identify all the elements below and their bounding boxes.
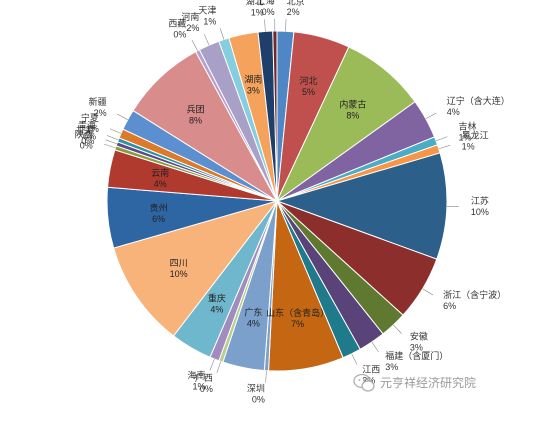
leader-line: [107, 135, 119, 141]
leader-line: [351, 353, 358, 365]
pie-slices: [106, 30, 448, 372]
leader-line: [209, 358, 215, 371]
slice-label: 重庆 4%: [208, 293, 226, 315]
leader-lines: [104, 19, 459, 383]
slice-label: 山东（含青岛） 7%: [266, 307, 329, 329]
slice-label: 黑龙江 1%: [462, 130, 489, 152]
slice-label: 宁夏 1%: [81, 112, 99, 134]
leader-line: [435, 136, 448, 142]
leader-line: [438, 144, 451, 150]
slice-label: 湖北 1%: [246, 0, 264, 17]
slice-label: 四川 10%: [170, 258, 188, 279]
slice-label: 兵团 8%: [187, 103, 205, 125]
slice-6: [275, 152, 448, 260]
slice-label: 贵州 6%: [150, 202, 168, 224]
watermark-text: 元亨祥经济研究院: [380, 375, 476, 390]
leader-line: [109, 128, 122, 134]
slice-label: 江西 2%: [362, 364, 380, 385]
leader-line: [219, 28, 225, 40]
watermark: 元亨祥经济研究院: [353, 373, 476, 392]
slice-label: 辽宁（含大连） 4%: [447, 95, 510, 117]
leader-line: [191, 39, 198, 51]
leader-line: [105, 139, 117, 145]
slice-label: 新疆 2%: [89, 96, 107, 118]
slice-label: 云南 4%: [151, 167, 169, 189]
slice-label: 河南 2%: [181, 11, 199, 33]
leader-line: [216, 361, 222, 373]
leader-line: [393, 324, 402, 334]
slice-label: 西藏 0%: [168, 17, 186, 39]
leader-line: [371, 341, 379, 353]
slice-label: 吉林 1%: [458, 120, 476, 142]
slice-label: 北京 2%: [287, 0, 305, 17]
slice-label: 福建（含厦门） 3%: [385, 350, 448, 372]
leader-line: [104, 143, 116, 149]
slice-label: 江苏 10%: [471, 195, 489, 217]
slice-label: 海南 1%: [188, 369, 206, 391]
slice-label: 河北 5%: [300, 75, 318, 97]
slice-label: 上海 0%: [257, 0, 275, 17]
slice-label: 陕西 0%: [75, 128, 93, 150]
slice-label: 湖南 3%: [244, 73, 262, 95]
leader-line: [264, 19, 266, 32]
leader-line: [425, 112, 437, 120]
leader-line: [422, 288, 434, 296]
slice-label: 甘肃 0%: [76, 124, 94, 146]
leader-line: [285, 19, 287, 32]
slice-17: [113, 200, 279, 337]
wechat-icon: [353, 373, 375, 392]
slice-label: 广东 4%: [244, 307, 262, 329]
leader-line: [265, 370, 267, 383]
slice-label: 深圳 0%: [247, 384, 265, 405]
slice-labels: 北京 2% 河北 5% 内蒙古 8% 辽宁（含大连） 4% 吉林 1%黑龙江 1% 江苏 10% 浙江（含…: [75, 0, 510, 405]
slice-label: 浙江（含宁波） 6%: [443, 289, 506, 311]
leader-line: [117, 113, 128, 120]
slice-label: 内蒙古 8%: [339, 98, 366, 120]
leader-line: [203, 34, 210, 46]
slice-label: 青海 0%: [78, 119, 96, 141]
slice-label: 安徽 3%: [410, 330, 428, 352]
slice-label: 天津 1%: [198, 6, 216, 27]
slice-label: 广西 0%: [195, 372, 213, 394]
